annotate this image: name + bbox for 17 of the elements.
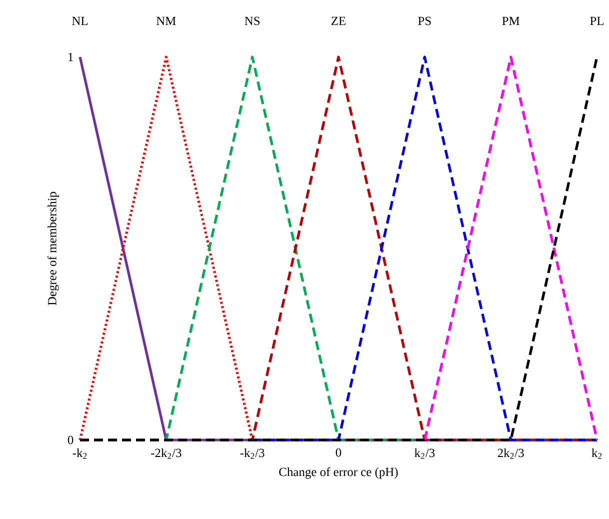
text: ZE <box>331 16 346 25</box>
x-tick-label: -k$_{2}$/3 <box>240 448 264 459</box>
text: PM <box>502 16 520 25</box>
y-axis-title: Degree of membership <box>47 192 59 306</box>
x-tick-label: 2k$_{2}$/3 <box>498 448 524 459</box>
text: NM <box>156 16 176 25</box>
text: PL <box>590 16 604 25</box>
text: NL <box>72 16 88 25</box>
y-tick-label: 1 <box>68 52 73 62</box>
text: PS <box>418 16 431 26</box>
x-axis-title: Change of error ce (pH) <box>279 467 398 479</box>
text: NS <box>244 16 260 26</box>
x-tick-label: k$_{2}$/3 <box>414 448 435 459</box>
x-tick-label: -2k$_{2}$/3 <box>151 448 182 459</box>
x-tick-label: -k$_{2}$ <box>72 448 87 459</box>
x-tick-label: 0 <box>336 448 342 457</box>
x-tick-label: k$_{2}$ <box>592 448 602 459</box>
